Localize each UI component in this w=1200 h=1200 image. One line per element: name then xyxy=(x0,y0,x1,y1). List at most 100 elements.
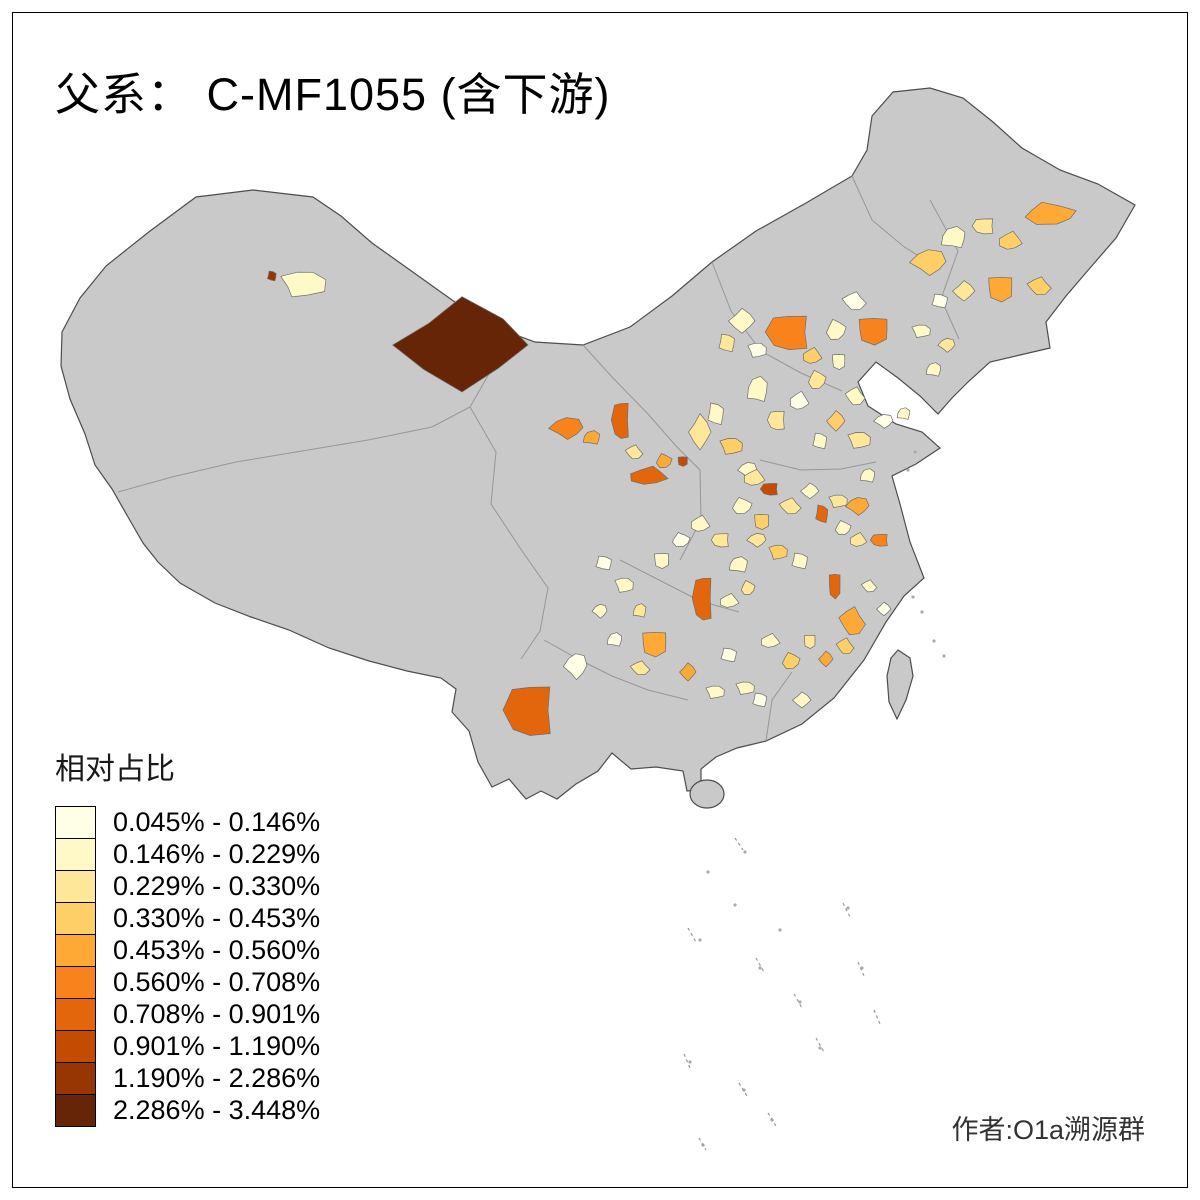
map-region xyxy=(847,432,871,449)
map-region xyxy=(740,580,756,595)
map-region xyxy=(766,410,785,431)
dash-mark xyxy=(687,927,697,943)
map-region xyxy=(760,632,781,648)
islet-dot xyxy=(818,1046,822,1050)
map-region xyxy=(720,647,737,663)
map-region xyxy=(606,632,623,647)
islet-dot xyxy=(698,938,702,942)
map-region xyxy=(808,369,827,389)
map-region xyxy=(1024,201,1077,225)
dash-mark xyxy=(734,837,744,851)
map-region xyxy=(802,346,823,364)
map-region xyxy=(896,407,911,420)
map-region xyxy=(727,307,756,334)
map-region xyxy=(582,430,600,445)
legend-swatch xyxy=(55,806,96,839)
legend-item: 2.286% - 3.448% xyxy=(55,1094,320,1127)
map-region xyxy=(632,603,647,618)
legend-item: 0.560% - 0.708% xyxy=(55,966,320,999)
map-region xyxy=(1026,276,1052,296)
map-region xyxy=(392,296,529,393)
map-region xyxy=(655,453,673,468)
map-region xyxy=(746,533,767,548)
map-region xyxy=(799,482,820,500)
map-region xyxy=(828,573,841,600)
legend-label: 0.045% - 0.146% xyxy=(113,807,321,837)
map-region xyxy=(630,465,669,485)
map-region xyxy=(735,681,755,695)
map-region xyxy=(812,432,827,450)
map-region xyxy=(614,577,634,593)
dash-mark xyxy=(815,1037,825,1053)
map-region xyxy=(719,438,743,455)
islet-dot xyxy=(846,906,850,910)
map-region xyxy=(677,456,688,467)
map-region xyxy=(951,280,976,302)
legend-label: 0.708% - 0.901% xyxy=(113,999,321,1029)
legend-item: 1.190% - 2.286% xyxy=(55,1062,320,1095)
map-region xyxy=(768,544,788,560)
map-region xyxy=(624,444,644,460)
map-region xyxy=(728,556,748,573)
dash-mark xyxy=(683,1053,691,1069)
legend-swatch xyxy=(55,870,96,903)
legend-swatch xyxy=(55,934,96,967)
map-region xyxy=(844,497,870,516)
map-region xyxy=(789,390,810,410)
legend-swatch xyxy=(55,1094,96,1127)
islet-dot xyxy=(932,639,936,643)
legend-swatch xyxy=(55,998,96,1031)
legend-label: 0.901% - 1.190% xyxy=(113,1031,321,1061)
islet-dot xyxy=(913,450,917,454)
legend-title: 相对占比 xyxy=(55,753,175,786)
map-region xyxy=(838,606,866,636)
map-region xyxy=(925,362,942,377)
legend-item: 0.330% - 0.453% xyxy=(55,902,320,935)
map-region xyxy=(971,218,994,235)
map-region xyxy=(654,553,669,569)
map-region xyxy=(803,634,816,650)
map-region xyxy=(828,494,848,508)
islet-dot xyxy=(906,468,910,472)
map-region xyxy=(747,342,767,358)
dash-mark xyxy=(793,993,803,1009)
dash-line-marks xyxy=(683,837,881,1151)
map-region xyxy=(688,412,712,451)
map-region xyxy=(591,604,608,619)
islet-dot xyxy=(942,654,946,658)
legend-swatch xyxy=(55,902,96,935)
dash-mark xyxy=(873,1009,881,1025)
map-region xyxy=(679,662,697,682)
legend-label: 0.330% - 0.453% xyxy=(113,903,321,933)
map-region xyxy=(705,685,725,699)
map-region xyxy=(562,653,588,681)
map-region xyxy=(826,410,846,432)
islet-dot xyxy=(688,1060,692,1064)
islet-dot xyxy=(911,595,915,599)
legend-item: 0.229% - 0.330% xyxy=(55,870,320,903)
legend-label: 0.146% - 0.229% xyxy=(113,839,321,869)
map-region xyxy=(931,293,948,309)
dash-mark xyxy=(755,957,765,973)
map-region xyxy=(690,514,711,532)
islet-dot xyxy=(743,850,747,854)
islet-dot xyxy=(706,870,710,874)
map-regions xyxy=(267,201,1077,736)
map-region xyxy=(832,354,846,370)
map-region xyxy=(719,592,740,608)
legend-swatch xyxy=(55,966,96,999)
legend-label: 0.229% - 0.330% xyxy=(113,871,321,901)
map-region xyxy=(671,532,691,547)
map-title: 父系： C-MF1055 (含下游) xyxy=(55,69,611,120)
taiwan-island xyxy=(886,649,914,721)
map-region xyxy=(595,555,612,571)
islet-dot xyxy=(920,610,924,614)
china-outline xyxy=(60,87,1136,800)
map-region xyxy=(778,497,802,515)
map-region xyxy=(937,338,956,353)
map-region xyxy=(873,414,894,429)
legend-item: 0.453% - 0.560% xyxy=(55,934,320,967)
map-region xyxy=(826,318,847,340)
